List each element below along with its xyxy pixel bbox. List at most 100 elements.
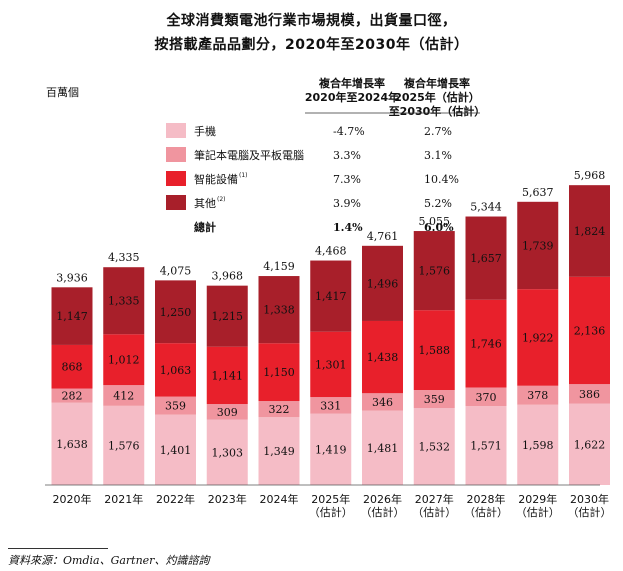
total-label-value: 4,335: [108, 251, 140, 264]
x-tick-label: 2023年: [208, 492, 247, 506]
bar-segment: [258, 276, 300, 344]
data-label: 331: [320, 399, 341, 412]
total-label-value: 5,344: [470, 201, 502, 214]
bar-segment: [155, 343, 196, 397]
bar-segment: [362, 393, 403, 411]
bar-segment: [569, 185, 610, 277]
data-label: 1,417: [315, 290, 347, 303]
bar-segment: [517, 289, 559, 386]
data-label: 1,496: [367, 277, 399, 290]
total-cagr-2025-2030: 6.0%: [424, 221, 454, 234]
data-label: 359: [424, 393, 445, 406]
bar-segment: [362, 320, 403, 394]
total-label-value: 4,468: [315, 245, 347, 258]
data-label: 1,012: [108, 354, 140, 367]
total-label-value: 4,075: [160, 264, 192, 277]
legend-cagr-2025-2030: 5.2%: [424, 197, 452, 210]
bar-segment: [155, 280, 196, 344]
data-label: 1,638: [56, 438, 88, 451]
legend-cagr-2025-2030: 3.1%: [424, 149, 452, 162]
x-tick-label: （估計）: [412, 505, 456, 519]
data-label: 868: [62, 361, 83, 374]
cagr-header-2025-2030: 2025年（估計）: [394, 90, 480, 104]
data-label: 346: [372, 396, 393, 409]
x-tick-label: 2020年: [53, 492, 92, 506]
legend-footnote-mark: (2): [217, 196, 226, 203]
legend-cagr-2020-2024: 3.3%: [333, 149, 361, 162]
data-label: 1,147: [56, 310, 88, 323]
source-divider: [8, 548, 108, 549]
bar-segment: [103, 334, 145, 386]
legend-label: 智能設備: [194, 172, 238, 186]
legend-swatch: [166, 195, 186, 210]
bar-segment: [517, 404, 559, 485]
bar-segment: [206, 285, 248, 347]
cagr-header-2020-2024: 2020年至2024年: [305, 90, 399, 104]
bar-segment: [103, 267, 145, 335]
data-label: 1,301: [315, 358, 347, 371]
bar-segment: [310, 331, 352, 398]
bar-segment: [362, 410, 403, 485]
data-label: 1,824: [574, 225, 606, 238]
data-label: 1,571: [470, 440, 502, 453]
bar-segment: [569, 276, 610, 385]
x-tick-label: 2026年: [363, 492, 402, 506]
bar-segment: [413, 310, 455, 390]
bar-segment: [569, 403, 610, 485]
data-label: 1,576: [108, 439, 140, 452]
data-label: 309: [217, 406, 238, 419]
legend-swatch: [166, 171, 186, 186]
bar-segment: [465, 299, 507, 388]
x-tick-label: （估計）: [516, 505, 560, 519]
bar-segment: [362, 245, 403, 321]
data-label: 1,657: [470, 252, 502, 265]
data-label: 378: [527, 389, 548, 402]
data-label: 322: [269, 403, 290, 416]
data-label: 1,746: [470, 338, 502, 351]
total-label-value: 5,968: [574, 169, 606, 182]
total-label-value: 3,936: [56, 271, 88, 284]
legend-cagr-2020-2024: 3.9%: [333, 197, 361, 210]
data-label: 1,401: [160, 444, 192, 457]
bar-segment: [258, 343, 300, 402]
legend-footnote-mark: (1): [239, 172, 248, 179]
data-label: 412: [113, 389, 134, 402]
data-label: 282: [62, 390, 83, 403]
legend-label: 筆記本電腦及平板電腦: [194, 148, 304, 162]
x-tick-label: 2028年: [467, 492, 506, 506]
data-label: 1,338: [263, 304, 295, 317]
total-label-value: 5,637: [522, 186, 554, 199]
data-label: 1,598: [522, 439, 554, 452]
bar-segment: [310, 397, 352, 414]
x-tick-label: 2021年: [104, 492, 143, 506]
cagr-header-2025-2030: 至2030年（估計）: [389, 104, 486, 118]
data-label: 1,250: [160, 306, 192, 319]
data-label: 1,335: [108, 295, 140, 308]
bar-segment: [51, 388, 93, 403]
bar-segment: [155, 414, 196, 485]
data-label: 370: [476, 391, 497, 404]
x-tick-label: （估計）: [361, 505, 405, 519]
bar-segment: [206, 404, 248, 420]
legend-cagr-2020-2024: 7.3%: [333, 173, 361, 186]
data-label: 1,922: [522, 331, 554, 344]
data-label: 1,481: [367, 442, 399, 455]
total-label-value: 3,968: [212, 270, 244, 283]
x-tick-label: 2024年: [260, 492, 299, 506]
data-label: 1,622: [574, 438, 606, 451]
legend-cagr-2025-2030: 10.4%: [424, 173, 459, 186]
total-label-value: 4,159: [263, 260, 295, 273]
data-label: 1,063: [160, 364, 192, 377]
x-tick-label: （估計）: [568, 505, 612, 519]
x-tick-label: （估計）: [464, 505, 508, 519]
data-label: 386: [579, 388, 600, 401]
data-label: 1,215: [212, 310, 244, 323]
data-label: 1,438: [367, 351, 399, 364]
bar-segment: [103, 385, 145, 406]
bar-segment: [569, 384, 610, 404]
bar-segment: [206, 419, 248, 485]
x-tick-label: 2029年: [518, 492, 557, 506]
cagr-header-2020-2024: 複合年增長率: [318, 76, 385, 90]
bar-segment: [206, 346, 248, 405]
